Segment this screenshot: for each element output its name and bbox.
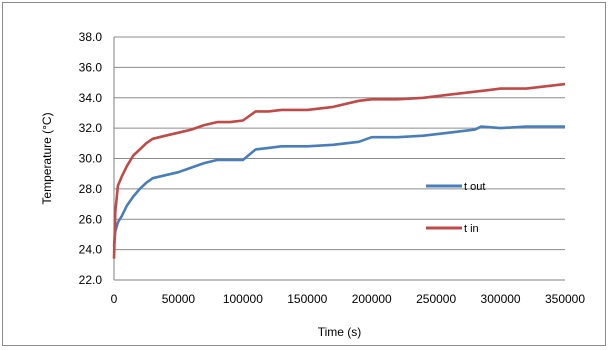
x-axis-title: Time (s) [318, 325, 362, 339]
y-tick-label: 28.0 [79, 182, 103, 196]
gridlines [114, 36, 565, 251]
legend-label: t out [464, 181, 485, 193]
y-tick-label: 26.0 [79, 212, 103, 226]
x-tick-labels: 0 50000 100000 150000 200000 250000 300000 3500… [111, 292, 586, 306]
x-tick-label: 350000 [545, 292, 585, 306]
y-tick-label: 38.0 [79, 30, 103, 44]
y-axis-title: Temperature (°C) [40, 112, 54, 204]
legend-label: t in [464, 223, 479, 235]
x-tick-label: 150000 [287, 292, 327, 306]
y-tick-label: 34.0 [79, 91, 103, 105]
x-tick-label: 0 [111, 292, 118, 306]
legend: t out t in [426, 181, 485, 235]
y-tick-labels: 22.0 24.0 26.0 28.0 30.0 32.0 34.0 36.0 38.0 [79, 30, 103, 287]
chart-frame [2, 2, 606, 346]
y-tick-label: 36.0 [79, 60, 103, 74]
series-lines [112, 82, 566, 259]
x-tick-label: 50000 [162, 292, 196, 306]
y-tick-label: 30.0 [79, 152, 103, 166]
series-line-t-in [112, 82, 566, 259]
series-line-t-out [112, 125, 565, 247]
x-tick-label: 250000 [416, 292, 456, 306]
x-tick-label: 200000 [352, 292, 392, 306]
x-tick-label: 100000 [223, 292, 263, 306]
y-tick-label: 22.0 [79, 273, 103, 287]
x-tick-label: 300000 [481, 292, 521, 306]
y-tick-label: 32.0 [79, 121, 103, 135]
y-tick-label: 24.0 [79, 243, 103, 257]
